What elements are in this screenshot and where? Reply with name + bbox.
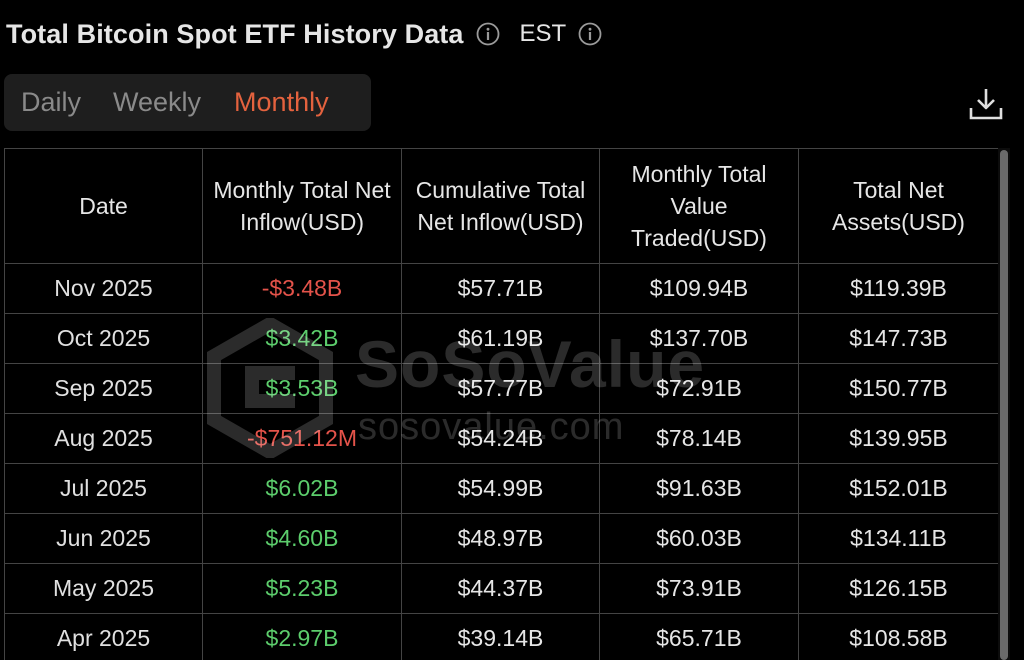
cell-net-inflow: -$751.12M bbox=[202, 413, 402, 464]
cell-net-inflow: $6.02B bbox=[202, 463, 402, 514]
cell-net-assets: $150.77B bbox=[798, 363, 998, 414]
table-row: Jul 2025 $6.02B $54.99B $91.63B $152.01B bbox=[4, 463, 998, 514]
cell-net-inflow: $3.53B bbox=[202, 363, 402, 414]
download-icon[interactable] bbox=[968, 86, 1004, 122]
cell-net-assets: $134.11B bbox=[798, 513, 998, 564]
cell-net-inflow: $3.42B bbox=[202, 313, 402, 364]
cell-date: May 2025 bbox=[4, 563, 203, 614]
tab-daily[interactable]: Daily bbox=[21, 87, 82, 117]
column-header-value-traded[interactable]: Monthly Total Value Traded(USD) bbox=[599, 148, 799, 264]
cell-date: Sep 2025 bbox=[4, 363, 203, 414]
history-table: Date Monthly Total Net Inflow(USD) Cumul… bbox=[4, 148, 998, 660]
cell-net-assets: $139.95B bbox=[798, 413, 998, 464]
table-row: Sep 2025 $3.53B $57.77B $72.91B $150.77B bbox=[4, 363, 998, 414]
cell-date: Jul 2025 bbox=[4, 463, 203, 514]
scrollbar-thumb[interactable] bbox=[1000, 150, 1008, 660]
cell-cumulative: $57.77B bbox=[401, 363, 600, 414]
timezone-info-circle-icon[interactable] bbox=[578, 22, 602, 46]
history-table-container: Date Monthly Total Net Inflow(USD) Cumul… bbox=[4, 148, 998, 660]
column-header-date[interactable]: Date bbox=[4, 148, 203, 264]
table-row: May 2025 $5.23B $44.37B $73.91B $126.15B bbox=[4, 563, 998, 614]
cell-net-inflow: $5.23B bbox=[202, 563, 402, 614]
table-scrollbar[interactable] bbox=[998, 148, 1010, 660]
cell-value-traded: $78.14B bbox=[599, 413, 799, 464]
info-circle-icon[interactable] bbox=[476, 22, 500, 46]
cell-net-assets: $126.15B bbox=[798, 563, 998, 614]
column-header-net-assets[interactable]: Total Net Assets(USD) bbox=[798, 148, 998, 264]
header: Total Bitcoin Spot ETF History Data EST bbox=[6, 14, 602, 54]
cell-value-traded: $60.03B bbox=[599, 513, 799, 564]
cell-cumulative: $54.99B bbox=[401, 463, 600, 514]
tab-weekly[interactable]: Weekly bbox=[113, 87, 202, 117]
cell-cumulative: $54.24B bbox=[401, 413, 600, 464]
table-row: Aug 2025 -$751.12M $54.24B $78.14B $139.… bbox=[4, 413, 998, 464]
cell-value-traded: $91.63B bbox=[599, 463, 799, 514]
cell-value-traded: $137.70B bbox=[599, 313, 799, 364]
cell-date: Aug 2025 bbox=[4, 413, 203, 464]
cell-date: Nov 2025 bbox=[4, 263, 203, 314]
table-row: Jun 2025 $4.60B $48.97B $60.03B $134.11B bbox=[4, 513, 998, 564]
cell-value-traded: $73.91B bbox=[599, 563, 799, 614]
cell-net-inflow: $4.60B bbox=[202, 513, 402, 564]
table-row: Oct 2025 $3.42B $61.19B $137.70B $147.73… bbox=[4, 313, 998, 364]
cell-date: Apr 2025 bbox=[4, 613, 203, 660]
tab-monthly[interactable]: Monthly bbox=[234, 87, 329, 117]
cell-net-inflow: $2.97B bbox=[202, 613, 402, 660]
page-title: Total Bitcoin Spot ETF History Data bbox=[6, 18, 464, 49]
cell-value-traded: $109.94B bbox=[599, 263, 799, 314]
cell-net-assets: $119.39B bbox=[798, 263, 998, 314]
cell-cumulative: $61.19B bbox=[401, 313, 600, 364]
cell-net-assets: $147.73B bbox=[798, 313, 998, 364]
cell-cumulative: $44.37B bbox=[401, 563, 600, 614]
column-header-net-inflow[interactable]: Monthly Total Net Inflow(USD) bbox=[202, 148, 402, 264]
timezone-label: EST bbox=[519, 20, 567, 47]
cell-net-assets: $152.01B bbox=[798, 463, 998, 514]
cell-cumulative: $39.14B bbox=[401, 613, 600, 660]
cell-net-inflow: -$3.48B bbox=[202, 263, 402, 314]
period-tabs: Daily Weekly Monthly bbox=[4, 74, 371, 131]
table-header-row: Date Monthly Total Net Inflow(USD) Cumul… bbox=[4, 148, 998, 264]
cell-cumulative: $57.71B bbox=[401, 263, 600, 314]
cell-date: Jun 2025 bbox=[4, 513, 203, 564]
cell-cumulative: $48.97B bbox=[401, 513, 600, 564]
cell-date: Oct 2025 bbox=[4, 313, 203, 364]
cell-value-traded: $72.91B bbox=[599, 363, 799, 414]
column-header-cumulative[interactable]: Cumulative Total Net Inflow(USD) bbox=[401, 148, 600, 264]
cell-net-assets: $108.58B bbox=[798, 613, 998, 660]
table-row: Apr 2025 $2.97B $39.14B $65.71B $108.58B bbox=[4, 613, 998, 660]
cell-value-traded: $65.71B bbox=[599, 613, 799, 660]
table-row: Nov 2025 -$3.48B $57.71B $109.94B $119.3… bbox=[4, 263, 998, 314]
